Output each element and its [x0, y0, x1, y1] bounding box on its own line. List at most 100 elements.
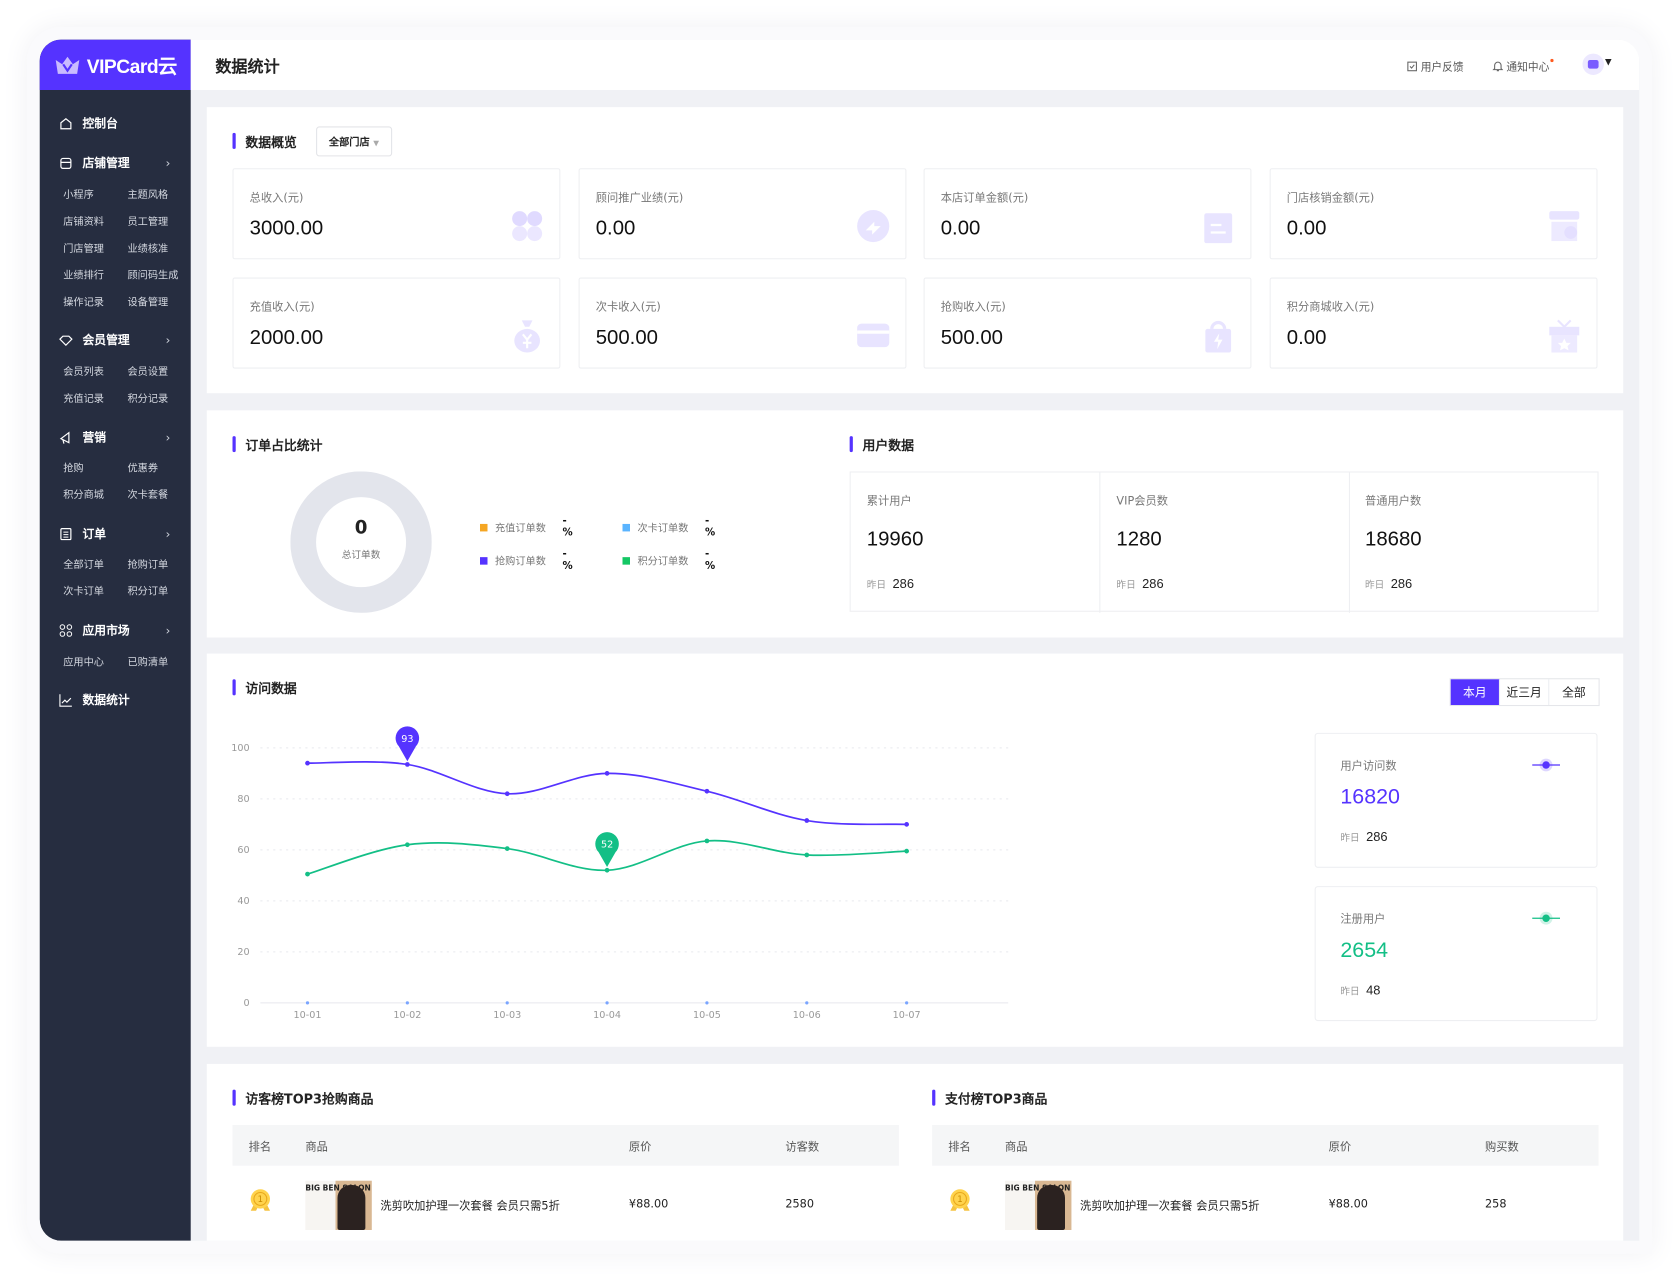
tab-all[interactable]: 全部 — [1562, 685, 1586, 700]
product-price: ¥88.00 — [1328, 1197, 1368, 1211]
store-filter-dropdown[interactable]: 全部门店 ▼ — [316, 126, 392, 157]
notification-center-link[interactable]: 通知中心 — [1492, 58, 1554, 74]
sidebar-subitem[interactable]: 已购清单 — [127, 656, 169, 669]
stat-label: 门店核销金额(元) — [1286, 191, 1375, 205]
sidebar-subitem[interactable]: 操作记录 — [63, 296, 104, 309]
data-point — [305, 871, 310, 877]
sidebar-subitem[interactable]: 店铺资料 — [63, 216, 104, 229]
table-row[interactable]: 1 BIG BEN SALON 洗剪吹加护理一次套餐 会员只需5折 ¥88.00… — [932, 1166, 1598, 1231]
sidebar-label: 营销 — [82, 430, 107, 445]
yesterday-value: 48 — [1366, 982, 1381, 998]
legend-label: 积分订单数 — [637, 556, 689, 568]
data-point — [405, 842, 410, 848]
legend-item: 次卡订单数 -% — [622, 515, 715, 539]
home-icon — [60, 117, 72, 129]
sidebar-subitem[interactable]: 积分商城 — [63, 489, 104, 502]
sidebar-subitem[interactable]: 小程序 — [63, 189, 94, 202]
total-orders-label: 总订单数 — [341, 550, 381, 562]
sidebar-item-statistics[interactable]: 数据统计 — [59, 691, 170, 708]
x-tick-dot — [605, 1001, 609, 1005]
sidebar-item-orders[interactable]: 订单 › — [59, 525, 170, 542]
tab-this-month[interactable]: 本月 — [1450, 679, 1501, 706]
visits-panel: 访问数据 本月 近三月 全部 0 20 40 60 80 100 10-01 10-02 10-… — [206, 653, 1624, 1047]
legend-swatch — [480, 523, 488, 531]
section-title: 数据概览 — [232, 132, 297, 151]
product-thumbnail: BIG BEN SALON — [1005, 1180, 1072, 1231]
gold-medal-icon: 1 — [250, 1189, 271, 1211]
yesterday-value: 286 — [1390, 576, 1413, 592]
series-marker-icon — [1532, 911, 1561, 925]
yesterday-row: 昨日 286 — [1365, 576, 1412, 591]
share-icon — [857, 210, 890, 243]
store-avatar-icon — [1587, 60, 1599, 69]
chevron-right-icon: › — [165, 623, 171, 637]
line-chart-icon — [59, 693, 72, 707]
table-row[interactable]: 1 BIG BEN SALON 洗剪吹加护理一次套餐 会员只需5折 ¥88.00… — [233, 1166, 899, 1231]
stat-value: 0.00 — [1286, 217, 1327, 241]
stat-card: 充值收入(元) 2000.00 — [232, 277, 561, 369]
product-thumbnail: BIG BEN SALON — [305, 1180, 372, 1231]
sidebar-subitem[interactable]: 积分订单 — [127, 586, 169, 598]
stat-card: 积分商城收入(元) 0.00 — [1269, 277, 1598, 369]
sidebar-subitem[interactable]: 业绩核准 — [127, 243, 169, 256]
visits-line-chart: 0 20 40 60 80 100 10-01 10-02 10-03 10-04 10-05 10-… — [231, 726, 1009, 1021]
stat-value: 0.00 — [595, 217, 636, 241]
sidebar-subitem[interactable]: 门店管理 — [63, 243, 104, 256]
data-point — [904, 848, 910, 854]
yesterday-label: 昨日 — [1340, 986, 1360, 998]
top-header: 数据统计 用户反馈 通知中心 ▼ — [190, 39, 1640, 91]
apps-icon — [59, 623, 73, 637]
chevron-right-icon: › — [165, 526, 171, 541]
user-stat-cell: 累计用户 19960 昨日 286 — [851, 472, 1101, 613]
sidebar-item-store[interactable]: 店铺管理 › — [59, 154, 170, 171]
sidebar-subitem[interactable]: 全部订单 — [63, 559, 104, 572]
stat-label: 本店订单金额(元) — [940, 191, 1029, 205]
sidebar-subitem[interactable]: 设备管理 — [127, 296, 169, 309]
sidebar-subitem[interactable]: 积分记录 — [127, 393, 169, 406]
sidebar-item-members[interactable]: 会员管理 › — [59, 331, 170, 348]
sidebar-subitem[interactable]: 顾问码生成 — [127, 270, 179, 282]
data-point — [804, 852, 810, 858]
sidebar-label: 会员管理 — [82, 333, 130, 348]
sidebar-subitem[interactable]: 优惠券 — [127, 462, 159, 475]
sidebar-subitem[interactable]: 会员列表 — [63, 366, 104, 379]
sidebar-subitem[interactable]: 次卡套餐 — [127, 489, 169, 502]
user-stat-label: VIP会员数 — [1116, 495, 1168, 508]
sidebar-subitem[interactable]: 会员设置 — [127, 366, 169, 379]
sidebar-item-dashboard[interactable]: 控制台 — [59, 115, 170, 132]
megaphone-icon — [59, 430, 70, 444]
sidebar-item-app-market[interactable]: 应用市场 › — [59, 621, 170, 638]
sidebar-subitem[interactable]: 抢购 — [63, 462, 84, 475]
stat-card: 总收入(元) 3000.00 — [232, 168, 561, 260]
column-header: 商品 — [305, 1141, 328, 1154]
sidebar-subitem[interactable]: 员工管理 — [127, 216, 169, 229]
user-stat-value: 19960 — [866, 528, 924, 551]
legend-item: 抢购订单数 -% — [480, 549, 573, 572]
feedback-link[interactable]: 用户反馈 — [1407, 58, 1464, 74]
data-point — [804, 818, 810, 823]
sidebar-subitem[interactable]: 充值记录 — [63, 393, 104, 406]
thumbnail-text: BIG BEN SALON — [1005, 1183, 1071, 1193]
legend-swatch — [622, 556, 631, 565]
avatar[interactable] — [1582, 53, 1604, 76]
stat-card: 门店核销金额(元) 0.00 — [1269, 168, 1598, 260]
sidebar-subitem[interactable]: 抢购订单 — [127, 559, 169, 572]
product-name[interactable]: 洗剪吹加护理一次套餐 会员只需5折 — [380, 1200, 560, 1213]
tab-last-three-months[interactable]: 近三月 — [1500, 679, 1550, 706]
sidebar-label: 店铺管理 — [82, 156, 130, 171]
y-tick-label: 100 — [231, 743, 249, 754]
sidebar-subitem[interactable]: 应用中心 — [63, 656, 104, 669]
sidebar-subitem[interactable]: 主题风格 — [127, 189, 169, 202]
product-name[interactable]: 洗剪吹加护理一次套餐 会员只需5折 — [1080, 1200, 1260, 1213]
caret-down-icon[interactable]: ▼ — [1605, 56, 1612, 67]
sidebar-item-marketing[interactable]: 营销 › — [59, 429, 170, 446]
rank-number: 1 — [258, 1195, 263, 1205]
sidebar-subitem[interactable]: 业绩排行 — [63, 270, 104, 282]
registered-stat-card: 注册用户 2654 昨日 48 — [1314, 886, 1598, 1022]
stat-value: 3000.00 — [249, 217, 324, 241]
section-title: 访客榜TOP3抢购商品 — [232, 1089, 373, 1108]
logo[interactable]: VIPCard云 — [39, 39, 191, 91]
table-header: 排名 商品 原价 购买数 — [932, 1125, 1599, 1166]
yesterday-value: 286 — [1366, 829, 1388, 845]
sidebar-subitem[interactable]: 次卡订单 — [63, 586, 104, 598]
